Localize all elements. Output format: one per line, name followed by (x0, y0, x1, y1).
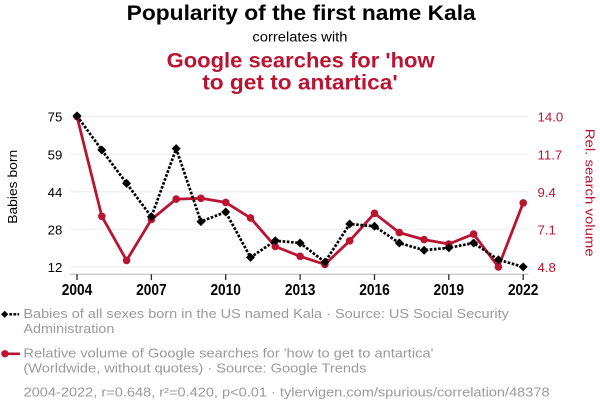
svg-text:2004-2022, r=0.648, r²=0.420,: 2004-2022, r=0.648, r²=0.420, p<0.01 · t… (24, 385, 550, 400)
svg-text:11.7: 11.7 (538, 147, 563, 162)
svg-text:Relative volume of Google sear: Relative volume of Google searches for '… (23, 345, 433, 360)
svg-text:to get to antartica': to get to antartica' (202, 71, 398, 95)
svg-text:7.1: 7.1 (538, 222, 556, 237)
svg-text:(Worldwide, without quotes) ·: (Worldwide, without quotes) · Source: Go… (23, 360, 366, 375)
svg-text:Google searches for 'how: Google searches for 'how (167, 49, 435, 73)
svg-text:75: 75 (48, 110, 63, 125)
svg-text:2004: 2004 (62, 282, 93, 299)
svg-text:59: 59 (48, 147, 63, 162)
svg-text:2019: 2019 (434, 282, 465, 299)
svg-text:14.0: 14.0 (538, 110, 564, 125)
svg-text:2013: 2013 (285, 282, 316, 299)
svg-text:28: 28 (48, 222, 63, 237)
svg-text:Administration: Administration (23, 321, 114, 336)
svg-text:2022: 2022 (508, 282, 539, 299)
svg-text:correlates with: correlates with (252, 29, 347, 44)
svg-text:9.4: 9.4 (538, 185, 556, 200)
svg-text:Rel. search volume: Rel. search volume (583, 129, 598, 257)
svg-text:Popularity of the first name K: Popularity of the first name Kala (127, 1, 476, 25)
svg-text:44: 44 (48, 185, 63, 200)
svg-text:2010: 2010 (210, 282, 241, 299)
svg-text:12: 12 (48, 260, 63, 275)
svg-text:Babies of all sexes born in th: Babies of all sexes born in the US named… (23, 306, 509, 321)
svg-text:4.8: 4.8 (538, 260, 556, 275)
svg-text:Babies born: Babies born (5, 150, 20, 224)
svg-text:2007: 2007 (136, 282, 167, 299)
svg-text:2016: 2016 (359, 282, 390, 299)
